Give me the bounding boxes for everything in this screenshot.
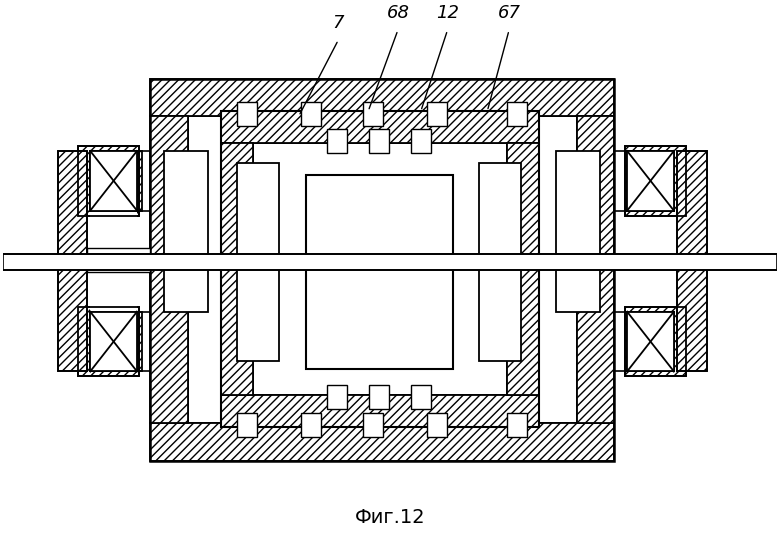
Bar bbox=[150, 117, 187, 423]
Text: 68: 68 bbox=[386, 4, 410, 22]
Bar bbox=[80, 151, 142, 211]
Bar bbox=[300, 413, 321, 437]
Bar bbox=[626, 146, 686, 216]
Bar bbox=[87, 248, 150, 272]
Bar bbox=[90, 151, 137, 211]
Bar bbox=[222, 112, 539, 427]
Bar bbox=[78, 146, 139, 216]
Bar bbox=[411, 385, 431, 409]
Bar bbox=[187, 117, 576, 423]
Bar bbox=[58, 151, 87, 371]
Bar bbox=[90, 211, 137, 312]
Bar bbox=[427, 102, 447, 126]
Text: Фиг.12: Фиг.12 bbox=[355, 508, 425, 527]
Bar bbox=[369, 129, 389, 153]
Bar bbox=[507, 413, 527, 437]
Bar bbox=[78, 146, 139, 216]
Bar bbox=[164, 151, 208, 312]
Bar bbox=[237, 163, 278, 362]
Bar bbox=[427, 413, 447, 437]
Bar bbox=[363, 102, 383, 126]
Bar bbox=[90, 151, 137, 211]
Bar bbox=[328, 385, 347, 409]
Bar bbox=[78, 307, 139, 376]
Bar bbox=[150, 79, 615, 117]
Bar bbox=[363, 413, 383, 437]
Bar bbox=[576, 117, 615, 423]
Bar bbox=[222, 143, 253, 395]
Bar bbox=[237, 413, 257, 437]
Bar bbox=[306, 175, 452, 369]
Bar bbox=[677, 151, 707, 371]
Bar bbox=[150, 423, 615, 461]
Bar bbox=[555, 151, 601, 312]
Bar bbox=[626, 307, 686, 376]
Text: 67: 67 bbox=[498, 4, 520, 22]
Bar bbox=[626, 146, 686, 216]
Bar bbox=[222, 112, 539, 143]
Bar bbox=[78, 307, 139, 376]
Bar bbox=[253, 143, 507, 395]
Bar bbox=[3, 254, 777, 270]
Bar bbox=[627, 312, 674, 371]
Bar bbox=[411, 129, 431, 153]
Bar bbox=[677, 151, 707, 371]
Bar bbox=[328, 129, 347, 153]
Bar bbox=[80, 312, 142, 371]
Bar bbox=[627, 151, 674, 211]
Bar bbox=[627, 312, 674, 371]
Bar bbox=[150, 79, 615, 461]
Bar bbox=[369, 385, 389, 409]
Bar bbox=[90, 312, 137, 371]
Bar bbox=[300, 102, 321, 126]
Bar bbox=[507, 102, 527, 126]
Bar bbox=[222, 395, 539, 427]
Text: 12: 12 bbox=[436, 4, 459, 22]
Bar bbox=[58, 151, 87, 371]
Bar bbox=[90, 312, 137, 371]
Bar bbox=[237, 102, 257, 126]
Bar bbox=[480, 163, 521, 362]
Bar bbox=[507, 143, 539, 395]
Bar bbox=[627, 151, 674, 211]
Text: 7: 7 bbox=[332, 14, 344, 32]
Bar bbox=[626, 307, 686, 376]
